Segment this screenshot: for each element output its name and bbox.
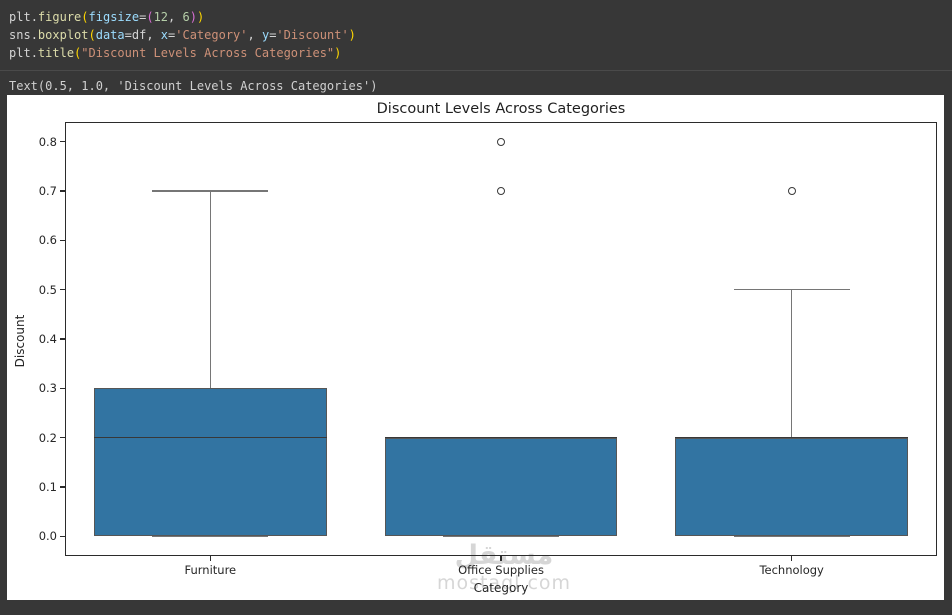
outlier-point [497, 187, 505, 196]
watermark-latin-text: mostaql.com [436, 572, 572, 594]
code-token-paren1: ) [334, 46, 342, 60]
y-tick-label: 0.7 [38, 184, 57, 199]
y-tick-mark [60, 387, 65, 389]
code-token-plain: = [269, 28, 277, 42]
code-token-plain: . [30, 46, 38, 60]
y-tick-label: 0.6 [38, 233, 57, 248]
box-technology [675, 437, 908, 537]
code-token-paren2: ( [146, 10, 154, 24]
cell-output-divider [0, 70, 952, 71]
y-tick-mark [60, 239, 65, 241]
y-tick-mark [60, 437, 65, 439]
median-line [384, 436, 618, 439]
y-tick-label: 0.3 [38, 381, 57, 396]
median-line [94, 436, 327, 439]
code-token-string: "Discount Levels Across Categories" [81, 46, 335, 60]
lower-whisker-cap [733, 535, 850, 537]
code-token-func: figure [37, 10, 82, 24]
code-token-plain: = [124, 28, 132, 42]
code-token-plain: plt [9, 46, 31, 60]
code-token-paren2: ) [189, 10, 197, 24]
x-axis-label: Category [473, 581, 529, 595]
code-line: plt.figure(figsize=(12, 6)) [9, 8, 952, 26]
y-tick-label: 0.0 [38, 529, 57, 544]
x-tick-mark [209, 556, 211, 561]
code-token-kwarg: y [261, 28, 270, 42]
code-token-plain: , [247, 28, 262, 42]
code-token-string: 'Discount' [276, 28, 349, 42]
median-line [675, 436, 908, 439]
code-token-plain: df [131, 28, 147, 42]
code-token-paren1: ( [74, 46, 82, 60]
matplotlib-figure: مستقل mostaql.com Discount Levels Across… [7, 95, 944, 600]
code-line: sns.boxplot(data=df, x='Category', y='Di… [9, 26, 952, 44]
lower-whisker-cap [442, 535, 560, 537]
box-furniture [94, 388, 327, 537]
y-tick-mark [60, 141, 65, 143]
y-tick-label: 0.8 [38, 134, 57, 149]
code-token-func: title [37, 46, 75, 60]
code-token-kwarg: x [160, 28, 169, 42]
y-tick-label: 0.2 [38, 430, 57, 445]
code-cell[interactable]: plt.figure(figsize=(12, 6)) sns.boxplot(d… [0, 0, 952, 62]
y-tick-mark [60, 190, 65, 192]
chart-title: Discount Levels Across Categories [376, 101, 626, 117]
upper-whisker [791, 289, 793, 438]
box-office-supplies [384, 437, 618, 537]
code-token-kwarg: figsize [88, 10, 140, 24]
y-tick-label: 0.5 [38, 282, 57, 297]
code-token-plain: = [168, 28, 176, 42]
upper-whisker-cap [733, 289, 850, 291]
upper-whisker-cap [152, 190, 269, 192]
code-token-plain: , [168, 10, 183, 24]
outlier-point [497, 137, 505, 146]
x-tick-label: Furniture [184, 563, 237, 577]
y-tick-mark [60, 486, 65, 488]
code-token-plain: plt [9, 10, 31, 24]
code-token-kwarg: data [95, 28, 125, 42]
code-token-plain: . [30, 28, 38, 42]
y-tick-mark [60, 289, 65, 291]
x-tick-mark [500, 556, 502, 561]
x-tick-mark [791, 556, 793, 561]
y-tick-label: 0.1 [38, 479, 57, 494]
outlier-point [787, 187, 796, 196]
code-token-paren1: ) [348, 28, 356, 42]
code-line: plt.title("Discount Levels Across Catego… [9, 44, 952, 62]
code-token-plain: = [139, 10, 147, 24]
code-token-paren1: ( [88, 28, 96, 42]
code-token-plain: , [146, 28, 161, 42]
code-token-paren1: ( [81, 10, 89, 24]
code-token-func: boxplot [37, 28, 89, 42]
code-token-string: 'Category' [175, 28, 248, 42]
code-token-plain: sns [9, 28, 31, 42]
y-tick-mark [60, 338, 65, 340]
x-tick-label: Technology [759, 563, 824, 577]
axes-frame [65, 122, 937, 556]
code-token-plain: . [30, 10, 38, 24]
y-tick-label: 0.4 [38, 332, 57, 346]
code-token-number: 6 [182, 10, 190, 24]
y-axis-label: Discount [13, 314, 27, 368]
cell-output-text: Text(0.5, 1.0, 'Discount Levels Across C… [9, 79, 378, 93]
x-tick-label: Office Supplies [458, 563, 544, 577]
upper-whisker [209, 191, 211, 389]
code-token-paren1: ) [196, 10, 205, 24]
y-tick-mark [60, 535, 65, 537]
code-token-number: 12 [153, 10, 169, 24]
